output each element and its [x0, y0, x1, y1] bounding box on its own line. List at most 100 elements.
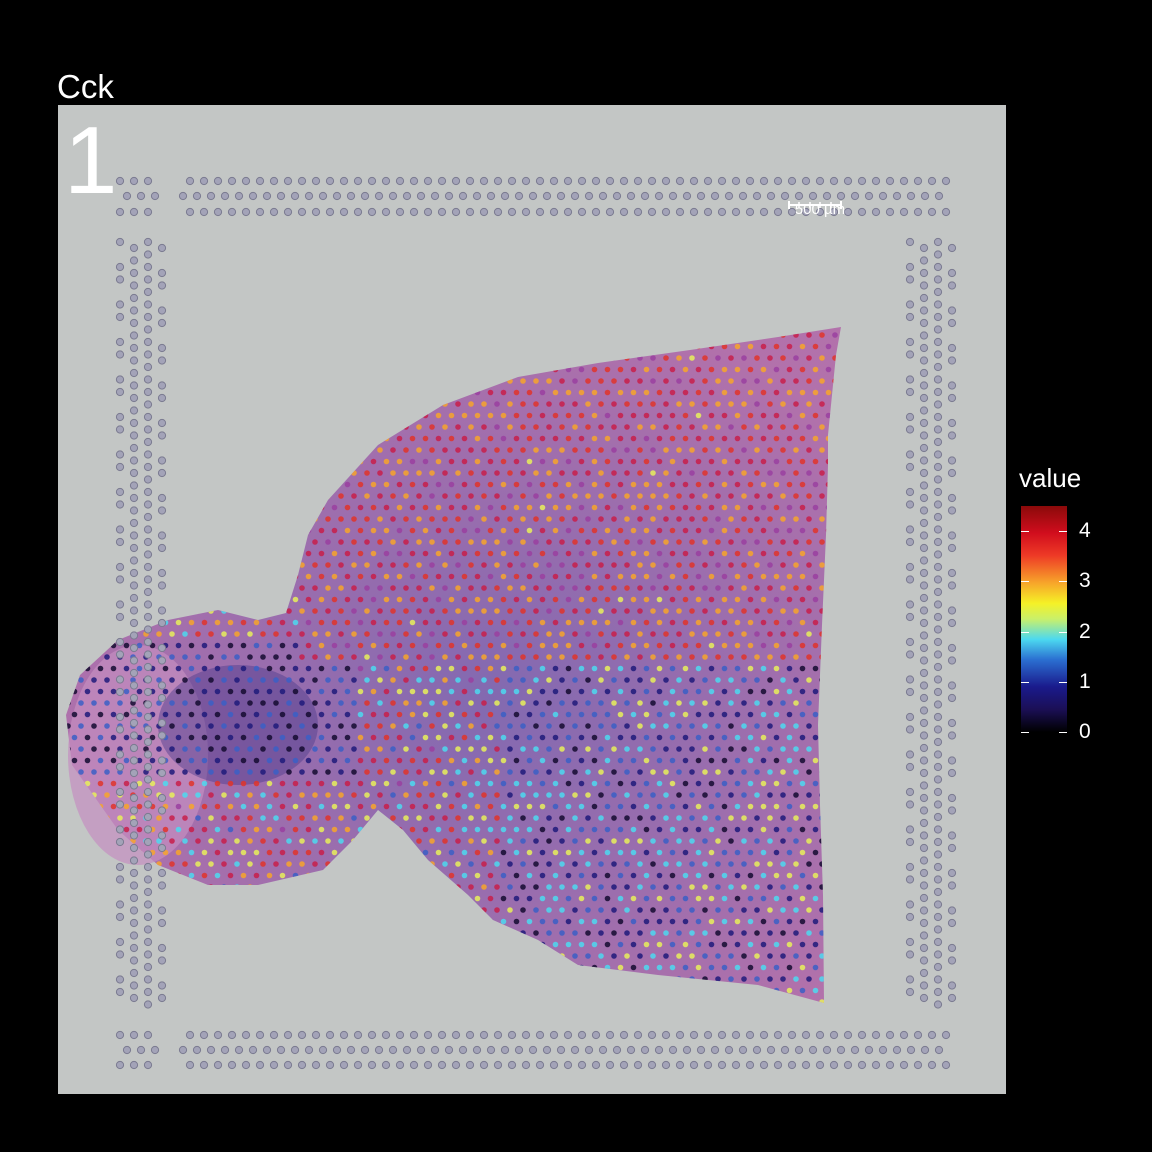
capture-spot — [416, 516, 422, 522]
capture-spot — [533, 516, 539, 522]
capture-spot — [305, 987, 312, 994]
capture-spot — [773, 481, 780, 488]
fiducial-spot — [933, 237, 943, 247]
fiducial-spot — [157, 606, 167, 615]
fiducial-spot — [115, 575, 125, 584]
capture-spot — [104, 792, 110, 798]
capture-spot — [403, 999, 409, 1003]
capture-spot — [344, 343, 351, 350]
fiducial-spot — [905, 375, 915, 384]
capture-spot — [591, 941, 598, 948]
capture-spot — [754, 562, 760, 568]
fiducial-spot — [563, 176, 573, 186]
capture-spot — [533, 332, 539, 338]
capture-spot — [773, 504, 780, 511]
capture-spot — [708, 481, 715, 488]
capture-spot — [104, 562, 110, 568]
capture-spot — [136, 642, 143, 649]
capture-spot — [344, 688, 351, 695]
capture-spot — [539, 734, 546, 741]
capture-spot — [318, 458, 325, 465]
capture-spot — [435, 688, 442, 695]
capture-spot — [377, 447, 383, 453]
capture-spot — [637, 976, 643, 982]
capture-spot — [169, 677, 175, 683]
capture-spot — [676, 539, 682, 545]
fiducial-spot — [913, 176, 923, 186]
fiducial-spot — [745, 1060, 755, 1070]
capture-spot — [708, 435, 715, 442]
capture-spot — [812, 642, 819, 649]
capture-spot — [383, 527, 390, 534]
capture-spot — [468, 792, 474, 798]
capture-spot — [344, 895, 351, 902]
capture-spot — [637, 769, 643, 775]
capture-spot — [539, 596, 546, 603]
fiducial-spot — [933, 425, 943, 434]
capture-spot — [370, 826, 377, 833]
fiducial-spot — [947, 718, 957, 728]
capture-spot — [182, 608, 188, 614]
capture-spot — [500, 596, 507, 603]
capture-spot — [513, 435, 520, 442]
capture-spot — [598, 654, 604, 660]
fiducial-spot — [157, 468, 167, 478]
capture-spot — [331, 458, 338, 465]
capture-spot — [182, 562, 188, 568]
fiducial-spot — [947, 656, 957, 665]
fiducial-spot — [157, 843, 167, 853]
capture-spot — [552, 987, 559, 994]
capture-spot — [461, 757, 468, 764]
capture-spot — [689, 815, 695, 821]
capture-spot — [136, 665, 143, 672]
fiducial-spot — [395, 1030, 405, 1040]
fiducial-spot — [143, 800, 153, 809]
capture-spot — [448, 964, 455, 971]
fiducial-spot — [563, 1030, 573, 1040]
capture-spot — [325, 976, 331, 982]
capture-spot — [500, 366, 507, 373]
capture-spot — [598, 355, 604, 361]
capture-spot — [539, 504, 546, 511]
capture-spot — [435, 550, 442, 557]
capture-spot — [708, 504, 715, 511]
fiducial-spot — [129, 893, 139, 903]
capture-spot — [741, 631, 747, 637]
capture-spot — [240, 619, 247, 626]
fiducial-spot — [304, 1045, 314, 1055]
capture-spot — [682, 573, 689, 580]
capture-spot — [91, 654, 97, 660]
fiducial-spot — [143, 450, 153, 459]
capture-spot — [66, 677, 71, 683]
capture-spot — [747, 688, 754, 695]
capture-spot — [728, 631, 734, 637]
capture-spot — [455, 723, 461, 729]
capture-spot — [702, 654, 708, 660]
capture-spot — [793, 562, 799, 568]
capture-spot — [507, 976, 513, 982]
capture-spot — [156, 447, 162, 453]
capture-spot — [526, 527, 533, 534]
capture-spot — [195, 378, 201, 384]
legend-tick-mark — [1021, 531, 1029, 533]
capture-spot — [559, 493, 565, 499]
fiducial-spot — [801, 1060, 811, 1070]
capture-spot — [286, 723, 292, 729]
fiducial-spot — [933, 687, 943, 697]
capture-spot — [273, 516, 279, 522]
capture-spot — [676, 608, 682, 614]
capture-spot — [598, 424, 604, 430]
capture-spot — [630, 872, 637, 879]
legend-tick-mark — [1059, 531, 1067, 533]
fiducial-spot — [661, 207, 671, 217]
capture-spot — [214, 366, 221, 373]
capture-spot — [227, 366, 234, 373]
fiducial-spot — [933, 600, 943, 609]
capture-spot — [507, 378, 513, 384]
capture-spot — [357, 895, 364, 902]
capture-spot — [741, 493, 747, 499]
capture-spot — [585, 746, 591, 752]
fiducial-spot — [619, 1060, 629, 1070]
capture-spot — [318, 343, 325, 350]
capture-spot — [260, 355, 266, 361]
